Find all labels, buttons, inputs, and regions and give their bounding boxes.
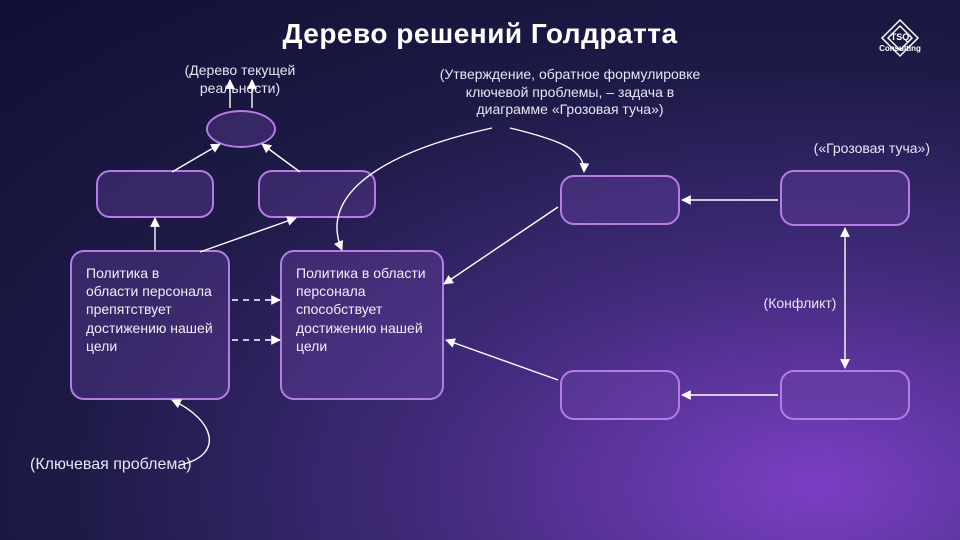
- annot-inverse-claim: (Утверждение, обратное формулировке ключ…: [400, 66, 740, 119]
- node-policy-left: Политика в области персонала препятствуе…: [70, 250, 230, 400]
- edge-root_to_leftB: [262, 144, 300, 172]
- annot-current-reality: (Дерево текущей реальности): [140, 62, 340, 97]
- edge-root_to_leftA: [172, 144, 220, 172]
- node-root-ellipse: [206, 110, 276, 148]
- node-policy-left-text: Политика в области персонала препятствуе…: [86, 264, 214, 355]
- edge-tc_bot_l_to_policyR: [446, 340, 558, 380]
- node-tc-top-left: [560, 175, 680, 225]
- svg-text:TSQ: TSQ: [891, 32, 910, 42]
- node-left-upper-b: [258, 170, 376, 218]
- slide-title: Дерево решений Голдратта: [0, 18, 960, 50]
- edge-policyL_to_leftB_diag: [200, 218, 296, 252]
- annot-conflict: (Конфликт): [700, 295, 900, 313]
- node-tc-bot-right: [780, 370, 910, 420]
- tsq-logo: TSQ Consulting: [860, 18, 940, 78]
- annot-thundercloud: («Грозовая туча»): [770, 140, 930, 158]
- node-policy-right-text: Политика в области персонала способствуе…: [296, 264, 428, 355]
- node-policy-right: Политика в области персонала способствуе…: [280, 250, 444, 400]
- annot-key-problem: (Ключевая проблема): [30, 455, 290, 475]
- node-tc-top-right: [780, 170, 910, 226]
- svg-text:Consulting: Consulting: [879, 44, 921, 53]
- edge-curve_inverse_bottom: [510, 128, 584, 172]
- node-tc-bot-left: [560, 370, 680, 420]
- edge-tc_top_l_to_policyR: [444, 207, 558, 284]
- node-left-upper-a: [96, 170, 214, 218]
- slide-stage: Дерево решений Голдратта TSQ Consulting …: [0, 0, 960, 540]
